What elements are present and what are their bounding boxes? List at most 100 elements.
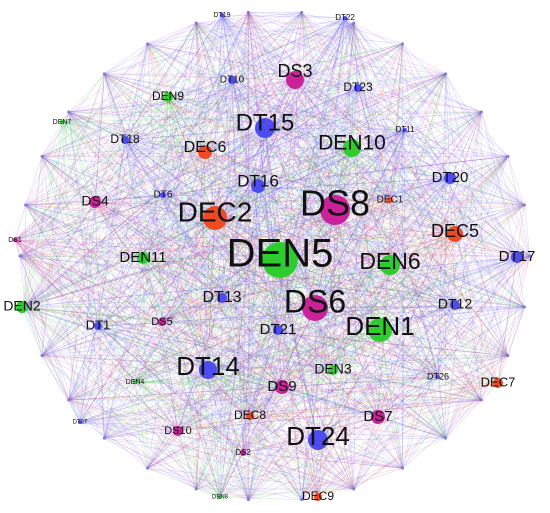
edge xyxy=(104,437,403,469)
edge xyxy=(231,79,456,235)
edge xyxy=(41,156,334,371)
edge xyxy=(249,185,259,417)
edge xyxy=(301,256,518,500)
edge xyxy=(231,79,279,331)
edge xyxy=(357,87,456,306)
edge xyxy=(195,22,206,153)
edge xyxy=(317,376,439,441)
edge xyxy=(294,12,303,81)
node xyxy=(302,295,328,321)
edge xyxy=(277,147,353,331)
edge xyxy=(221,14,244,454)
edge xyxy=(221,14,233,81)
edge xyxy=(257,129,406,187)
edge xyxy=(161,321,319,498)
edge xyxy=(68,209,336,401)
edge xyxy=(162,43,403,196)
edge xyxy=(389,199,456,235)
edge xyxy=(142,177,451,259)
edge xyxy=(301,12,403,45)
edge xyxy=(104,73,353,149)
node xyxy=(328,365,338,375)
edge xyxy=(249,264,391,417)
edge xyxy=(207,255,531,371)
edge xyxy=(248,73,446,500)
edge xyxy=(147,430,179,469)
edge xyxy=(353,177,451,490)
edge xyxy=(79,399,482,423)
edge xyxy=(68,79,233,401)
edge xyxy=(334,209,525,308)
edge xyxy=(94,201,439,378)
edge xyxy=(147,306,525,469)
edge xyxy=(97,325,244,454)
edge xyxy=(68,307,316,401)
edge xyxy=(221,297,439,378)
edge xyxy=(142,151,206,259)
edge xyxy=(353,22,451,179)
edge xyxy=(68,399,105,439)
edge xyxy=(334,209,518,258)
edge xyxy=(94,194,164,203)
edge xyxy=(94,201,446,439)
edge xyxy=(277,329,446,439)
edge xyxy=(177,79,296,432)
edge xyxy=(94,201,283,388)
edge xyxy=(68,399,179,432)
edge xyxy=(25,151,206,308)
edge xyxy=(147,43,482,113)
edge xyxy=(104,87,359,439)
edge xyxy=(147,43,518,258)
edge xyxy=(21,185,259,308)
edge xyxy=(480,255,531,401)
edge xyxy=(281,129,406,388)
edge xyxy=(162,129,406,196)
edge xyxy=(25,204,197,490)
edge xyxy=(14,12,302,241)
edge xyxy=(25,22,197,308)
node-label: DT21 xyxy=(260,321,297,338)
edge xyxy=(19,73,446,257)
edge xyxy=(41,156,456,306)
edge xyxy=(25,204,249,500)
edge xyxy=(357,87,525,206)
edge xyxy=(221,14,336,211)
node xyxy=(511,251,523,263)
edge xyxy=(314,17,346,309)
node-label: DS7 xyxy=(363,408,392,425)
edge xyxy=(134,111,482,383)
edge xyxy=(25,306,499,384)
edge xyxy=(21,22,197,308)
edge xyxy=(124,111,482,141)
edge xyxy=(207,156,509,371)
edge xyxy=(147,467,354,490)
edge xyxy=(279,199,391,261)
edge xyxy=(147,22,354,45)
edge xyxy=(134,256,518,383)
edge xyxy=(41,156,99,327)
edge xyxy=(301,12,381,331)
edge xyxy=(97,264,391,327)
edge xyxy=(248,467,403,501)
edge xyxy=(248,11,346,19)
edge xyxy=(124,22,354,141)
edge xyxy=(404,129,456,306)
edge xyxy=(21,73,105,308)
edge xyxy=(97,185,259,327)
edge xyxy=(161,264,391,323)
node-label: DEN8 xyxy=(212,495,229,501)
edge xyxy=(162,12,302,196)
edge xyxy=(104,73,509,157)
edge xyxy=(41,156,179,432)
edge xyxy=(214,127,266,219)
edge xyxy=(25,204,99,327)
edge xyxy=(377,233,456,418)
edge xyxy=(204,12,249,153)
edge xyxy=(204,43,403,153)
edge xyxy=(104,399,482,439)
edge xyxy=(14,87,359,241)
edge xyxy=(124,139,283,388)
node-label: DEN9 xyxy=(152,89,184,103)
edge xyxy=(221,147,353,299)
edge xyxy=(279,259,446,439)
